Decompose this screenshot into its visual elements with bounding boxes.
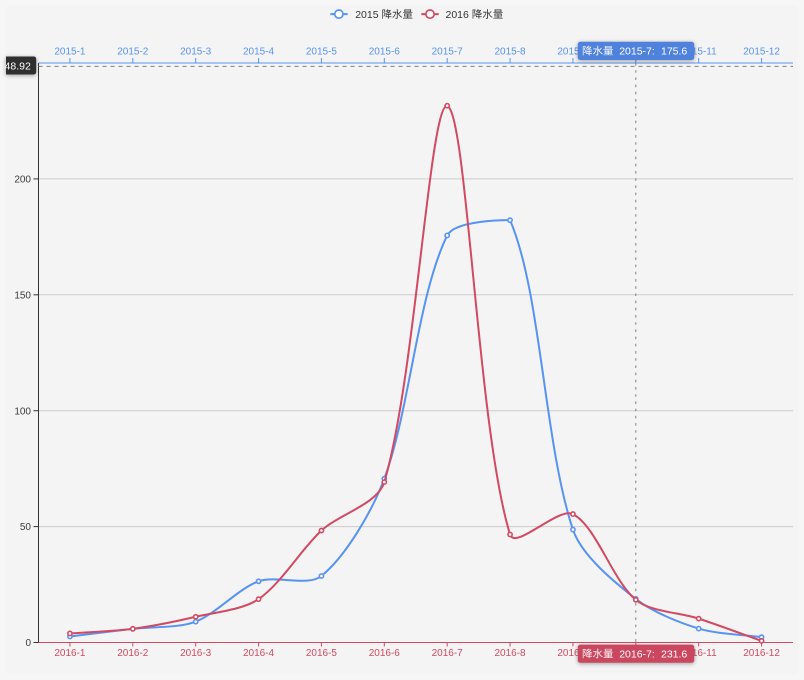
- svg-text:2015-2: 2015-2: [117, 46, 149, 57]
- svg-text:2015-11: 2015-11: [681, 46, 717, 57]
- svg-text:2015-4: 2015-4: [243, 46, 275, 57]
- svg-text:2016-1: 2016-1: [54, 648, 86, 659]
- svg-text:175.6: 175.6: [661, 46, 687, 58]
- svg-text:2016-7:: 2016-7:: [619, 648, 655, 660]
- svg-text:2016-7: 2016-7: [432, 648, 464, 659]
- svg-text:2016-9: 2016-9: [557, 648, 589, 659]
- svg-text:2016-11: 2016-11: [681, 648, 717, 659]
- svg-text:2015-3: 2015-3: [180, 46, 212, 57]
- svg-text:2015-1: 2015-1: [54, 46, 86, 57]
- svg-text:2016-2: 2016-2: [117, 648, 149, 659]
- svg-text:2016-3: 2016-3: [180, 648, 212, 659]
- svg-text:50: 50: [20, 522, 32, 533]
- svg-text:2015: 2015: [355, 9, 379, 21]
- svg-text:48.92: 48.92: [5, 60, 31, 72]
- svg-text:2015-9: 2015-9: [557, 46, 589, 57]
- svg-text:231.6: 231.6: [661, 648, 687, 660]
- svg-text:2015-6: 2015-6: [369, 46, 401, 57]
- svg-text:2016-5: 2016-5: [306, 648, 338, 659]
- svg-text:2016-6: 2016-6: [369, 648, 401, 659]
- svg-text:2015-7: 2015-7: [432, 46, 464, 57]
- svg-text:2016-8: 2016-8: [494, 648, 526, 659]
- svg-text:2015-12: 2015-12: [743, 46, 780, 57]
- svg-text:2015-7:: 2015-7:: [619, 46, 655, 58]
- svg-text:200: 200: [14, 174, 31, 185]
- svg-text:2015-8: 2015-8: [494, 46, 526, 57]
- svg-text:2016: 2016: [446, 9, 470, 21]
- svg-text:2015-5: 2015-5: [306, 46, 338, 57]
- svg-text:100: 100: [14, 406, 31, 417]
- svg-text:2016-4: 2016-4: [243, 648, 275, 659]
- svg-text:2016-12: 2016-12: [743, 648, 780, 659]
- svg-text:0: 0: [25, 638, 31, 649]
- svg-text:150: 150: [14, 290, 31, 301]
